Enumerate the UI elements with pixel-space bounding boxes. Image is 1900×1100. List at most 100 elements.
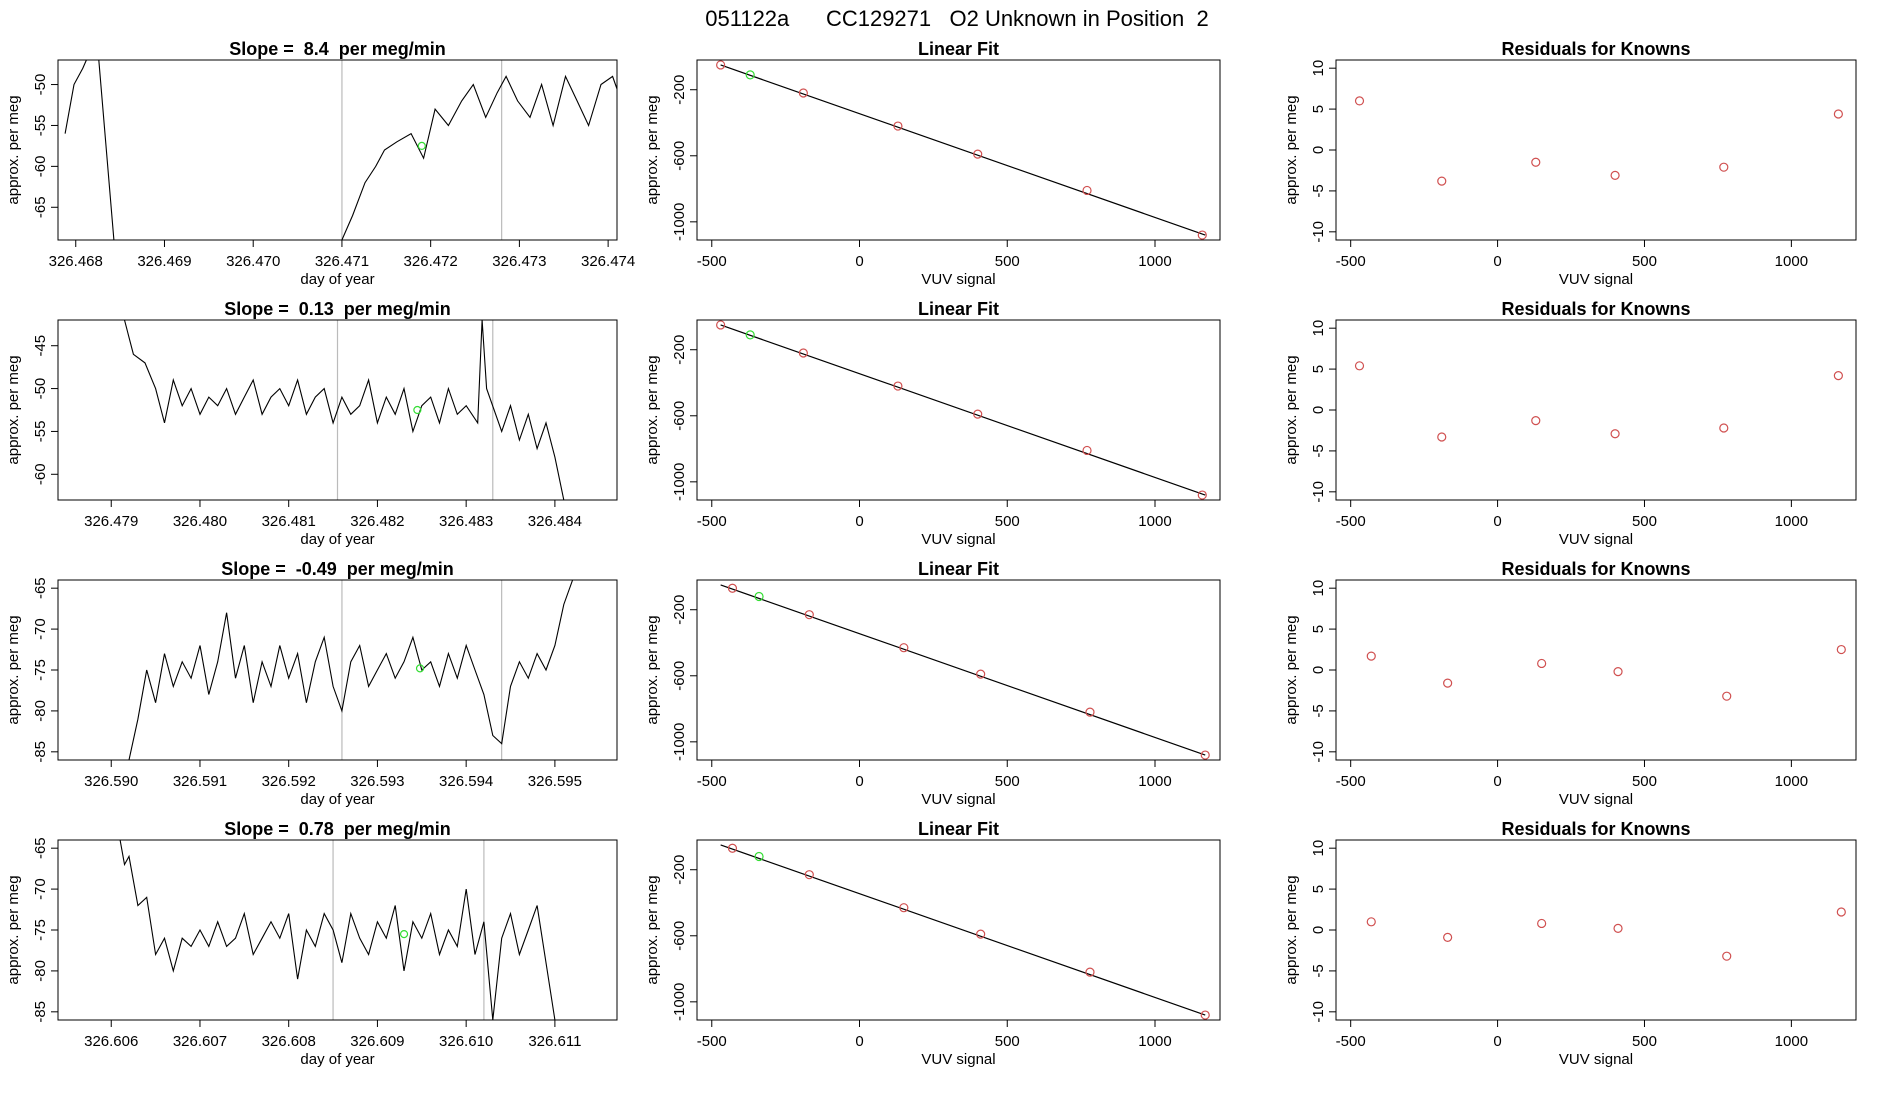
y-tick-label: -200: [671, 595, 688, 625]
known-point: [976, 669, 986, 679]
unknown-marker: [415, 664, 425, 673]
residual-point: [1531, 157, 1541, 167]
x-tick-label: 500: [1632, 513, 1657, 530]
y-tick-label: -200: [671, 75, 688, 105]
y-tick-label: -600: [671, 401, 688, 431]
panel-timeseries-row-3: Slope = -0.49 per meg/min 326.590 326.591 3…: [5, 559, 618, 808]
panel-linear_fit-row-4: Linear Fit -500 0 500 1000 -1000 -600 -200 VUV s…: [644, 819, 1221, 1068]
y-tick-label: -1000: [671, 203, 688, 241]
series-line: [128, 580, 574, 760]
known-point: [804, 870, 814, 880]
residual-point: [1722, 691, 1732, 701]
y-tick-label: -50: [32, 74, 49, 96]
residual-point: [1836, 644, 1846, 655]
y-axis-label: approx. per meg: [1283, 355, 1300, 464]
x-axis-label: VUV signal: [921, 271, 995, 288]
x-tick-label: 326.469: [137, 253, 191, 270]
y-tick-label: -70: [32, 618, 49, 640]
panel-data: [64, 60, 617, 240]
residual-point: [1836, 907, 1846, 917]
y-axis-label: approx. per meg: [1283, 875, 1300, 984]
panel-title: Slope = 0.13 per meg/min: [224, 299, 451, 319]
known-point: [1082, 185, 1092, 196]
known-point: [804, 610, 814, 620]
panel-title: Slope = 0.78 per meg/min: [224, 819, 451, 839]
x-tick-label: 326.482: [350, 513, 404, 530]
x-tick-label: 326.473: [492, 253, 546, 270]
y-axis-label: approx. per meg: [1283, 95, 1300, 204]
residual-point: [1437, 176, 1447, 186]
y-tick-label: 0: [1310, 926, 1327, 934]
x-tick-label: 500: [1632, 253, 1657, 270]
x-tick-label: 1000: [1775, 1033, 1808, 1050]
y-tick-label: -200: [671, 855, 688, 885]
x-tick-label: 326.594: [439, 773, 493, 790]
known-point: [973, 149, 983, 159]
unknown-point: [745, 70, 755, 80]
x-tick-label: 0: [1493, 253, 1501, 270]
y-tick-label: -60: [32, 463, 49, 485]
y-tick-label: 10: [1310, 840, 1327, 857]
plot-frame: [57, 839, 618, 1021]
x-tick-label: -500: [1336, 773, 1366, 790]
y-tick-label: -10: [1310, 481, 1327, 503]
x-tick-label: 500: [995, 1033, 1020, 1050]
y-tick-label: -60: [32, 156, 49, 178]
known-point: [893, 121, 903, 131]
y-tick-label: -50: [32, 378, 49, 400]
x-tick-label: 326.468: [49, 253, 103, 270]
known-point: [1082, 445, 1092, 456]
y-tick-label: -600: [671, 141, 688, 171]
x-tick-label: 1000: [1775, 513, 1808, 530]
panel-title: Linear Fit: [918, 819, 999, 839]
y-tick-label: -10: [1310, 1001, 1327, 1023]
x-axis-label: VUV signal: [921, 791, 995, 808]
panel-data: [1354, 361, 1843, 442]
panel-data: [1354, 96, 1843, 186]
y-tick-label: 5: [1310, 885, 1327, 893]
plot-frame: [1335, 59, 1857, 241]
x-tick-label: 500: [995, 253, 1020, 270]
residual-point: [1366, 651, 1376, 661]
x-tick-label: 1000: [1138, 1033, 1171, 1050]
panel-title: Residuals for Knowns: [1501, 39, 1690, 59]
x-tick-label: 326.595: [528, 773, 582, 790]
plot-frame: [57, 579, 618, 761]
x-tick-label: 326.590: [84, 773, 138, 790]
unknown-point: [745, 330, 755, 340]
y-tick-label: -5: [1310, 704, 1327, 717]
series-line: [64, 60, 617, 240]
known-point: [976, 929, 986, 939]
y-tick-label: 10: [1310, 320, 1327, 337]
y-axis-label: approx. per meg: [644, 875, 661, 984]
known-point: [973, 409, 983, 419]
x-tick-label: 326.591: [173, 773, 227, 790]
plot-frame: [57, 59, 618, 241]
panel-linear_fit-row-1: Linear Fit -500 0 500 1000 -1000 -600 -200 VUV s…: [644, 39, 1221, 288]
x-tick-label: 0: [1493, 513, 1501, 530]
known-point: [1200, 750, 1210, 760]
y-axis-label: approx. per meg: [5, 95, 22, 204]
y-tick-label: -70: [32, 878, 49, 900]
x-tick-label: 326.592: [262, 773, 316, 790]
y-tick-label: -80: [32, 960, 49, 982]
x-tick-label: 326.483: [439, 513, 493, 530]
y-axis-label: approx. per meg: [644, 95, 661, 204]
y-tick-label: 5: [1310, 625, 1327, 633]
known-point: [1197, 230, 1207, 240]
x-tick-label: 326.607: [173, 1033, 227, 1050]
y-tick-label: -65: [32, 837, 49, 859]
x-tick-label: 326.480: [173, 513, 227, 530]
panel-residuals-row-3: Residuals for Knowns -500 0 500 1000 -10 -5 0 5 1…: [1283, 559, 1857, 808]
residual-point: [1537, 918, 1547, 929]
x-tick-label: 500: [995, 513, 1020, 530]
y-axis-label: approx. per meg: [644, 615, 661, 724]
known-point: [727, 843, 738, 853]
panel-data: [720, 843, 1210, 1020]
residual-point: [1719, 162, 1729, 172]
panel-residuals-row-1: Residuals for Knowns -500 0 500 1000 -10 -5 0 5 1…: [1283, 39, 1857, 288]
x-tick-label: 500: [1632, 773, 1657, 790]
residual-point: [1354, 361, 1365, 371]
panel-title: Slope = 8.4 per meg/min: [229, 39, 446, 59]
